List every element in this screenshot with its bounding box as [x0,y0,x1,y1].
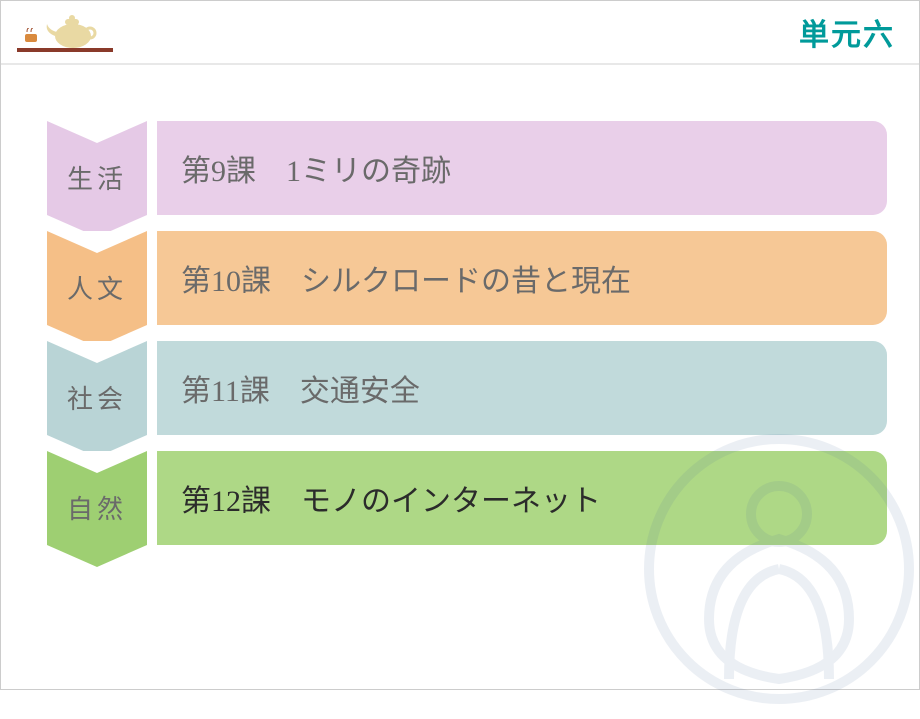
logo-underline [17,48,113,52]
lesson-bar: 第9課 1ミリの奇跡 [157,121,887,215]
list-item: 自然 第12課 モノのインターネット [47,451,887,545]
category-label: 社会 [47,379,147,416]
teapot-icon [43,14,99,50]
logo [17,8,117,56]
category-label: 生活 [47,159,147,196]
category-chevron: 社会 [47,341,147,451]
lesson-bar: 第12課 モノのインターネット [157,451,887,545]
category-chevron: 生活 [47,121,147,231]
category-chevron: 自然 [47,451,147,561]
list-item: 社会 第11課 交通安全 [47,341,887,435]
category-label: 自然 [47,489,147,526]
list-item: 生活 第9課 1ミリの奇跡 [47,121,887,215]
cup-icon [23,28,41,44]
list-item: 人文 第10課 シルクロードの昔と現在 [47,231,887,325]
lesson-list: 生活 第9課 1ミリの奇跡 人文 第10課 シルクロードの昔と現在 社会 第11… [47,121,887,561]
header: 単元六 [1,1,919,65]
category-label: 人文 [47,269,147,306]
lesson-bar: 第11課 交通安全 [157,341,887,435]
unit-title: 単元六 [799,10,895,54]
lesson-bar: 第10課 シルクロードの昔と現在 [157,231,887,325]
category-chevron: 人文 [47,231,147,341]
